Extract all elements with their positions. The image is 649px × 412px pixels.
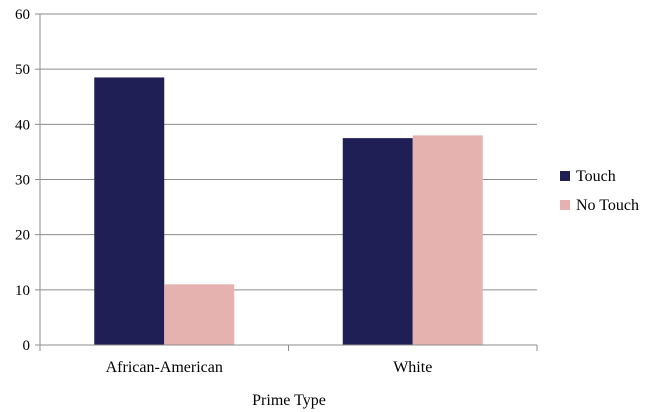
y-axis-ticks: 0 10 20 30 40 50 60 bbox=[15, 7, 40, 354]
y-tick-label: 0 bbox=[23, 338, 31, 354]
legend-label-no-touch: No Touch bbox=[576, 197, 639, 214]
x-category-label: White bbox=[393, 359, 432, 376]
bars bbox=[94, 77, 483, 346]
bar-touch-white bbox=[342, 138, 413, 345]
bar-no-touch-white bbox=[412, 135, 483, 345]
y-tick-label: 40 bbox=[15, 117, 30, 133]
legend-label-touch: Touch bbox=[576, 168, 616, 185]
x-axis-categories: African-American White bbox=[106, 359, 433, 376]
y-tick-label: 10 bbox=[15, 283, 30, 299]
y-tick-label: 50 bbox=[15, 62, 30, 78]
x-axis-title: Prime Type bbox=[252, 392, 326, 409]
axes bbox=[39, 14, 538, 351]
y-tick-label: 20 bbox=[15, 228, 30, 244]
y-tick-label: 30 bbox=[15, 173, 30, 189]
bar-touch-african-american bbox=[94, 77, 165, 346]
legend-swatch-touch bbox=[560, 171, 570, 181]
x-category-label: African-American bbox=[106, 359, 223, 376]
legend: Touch No Touch bbox=[560, 168, 639, 214]
bar-no-touch-african-american bbox=[164, 284, 235, 345]
legend-swatch-no-touch bbox=[560, 200, 570, 210]
y-tick-label: 60 bbox=[15, 7, 30, 23]
